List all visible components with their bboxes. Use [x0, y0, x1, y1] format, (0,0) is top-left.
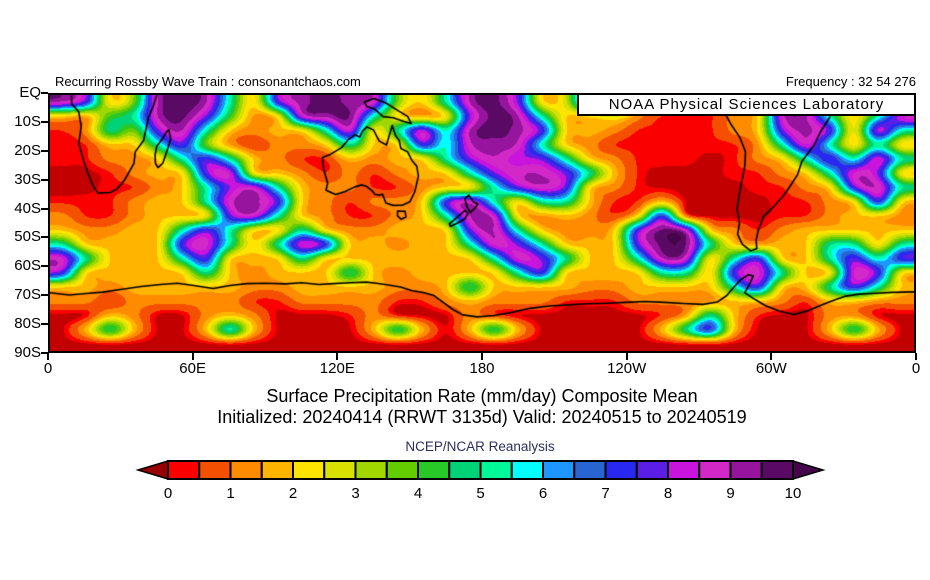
- colorbar-segment: [385, 460, 419, 480]
- colorbar-tick-label: 4: [413, 485, 423, 502]
- lat-tick-label: 40S: [14, 199, 41, 217]
- lat-tick-mark: [41, 120, 48, 123]
- colorbar-segment: [292, 460, 326, 480]
- lon-tick-label: 60E: [179, 360, 206, 377]
- colorbar-tick-label: 7: [601, 485, 610, 502]
- lat-tick-label: 80S: [14, 315, 41, 333]
- lat-tick-mark: [41, 178, 48, 181]
- lon-tick-label: 180: [469, 360, 495, 377]
- lon-tick-label: 120E: [319, 360, 355, 377]
- lat-tick-label: 90S: [14, 344, 41, 361]
- lat-tick-mark: [41, 352, 48, 354]
- colorbar-segment: [479, 460, 513, 480]
- colorbar-segment: [729, 460, 763, 480]
- colorbar-segment: [354, 460, 388, 480]
- colorbar-source-label: NCEP/NCAR Reanalysis: [405, 439, 555, 454]
- colorbar-svg: [135, 459, 826, 481]
- colorbar-tick-label: 8: [663, 485, 673, 502]
- colorbar-segment: [417, 460, 451, 480]
- lat-tick-mark: [41, 294, 48, 297]
- colorbar-segment: [229, 460, 263, 480]
- lat-tick-mark: [41, 265, 48, 268]
- map-plot-frame: [48, 93, 916, 353]
- lon-tick-label: 0: [43, 360, 53, 377]
- noaa-psl-watermark: NOAA Physical Sciences Laboratory: [577, 93, 916, 116]
- lat-tick-mark: [41, 92, 48, 94]
- lat-tick-label: 60S: [14, 257, 41, 275]
- lat-tick-mark: [41, 323, 48, 326]
- colorbar-tick-label: 0: [163, 485, 173, 502]
- colorbar-left-arrow: [135, 459, 169, 481]
- wave-train-note: Recurring Rossby Wave Train : consonantc…: [55, 74, 361, 89]
- lat-tick-label: EQ: [19, 84, 41, 101]
- colorbar-segment: [167, 460, 201, 480]
- colorbar-segment: [448, 460, 482, 480]
- colorbar-segment: [260, 460, 294, 480]
- colorbar-segment: [573, 460, 607, 480]
- lon-tick-mark: [770, 353, 773, 360]
- precipitation-heatmap-canvas: [50, 95, 914, 351]
- colorbar-segment: [635, 460, 669, 480]
- lon-tick-mark: [47, 353, 49, 360]
- plot-subtitle: Initialized: 20240414 (RRWT 3135d) Valid…: [217, 407, 747, 427]
- colorbar-tick-label: 3: [351, 485, 360, 502]
- colorbar-tick-label: 6: [538, 485, 548, 502]
- colorbar: 0 1 2 3 4 5 6 7 8 9 10: [130, 455, 830, 505]
- colorbar-tick-label: 2: [288, 485, 298, 502]
- frequency-note: Frequency : 32 54 276: [785, 74, 916, 89]
- colorbar-segment: [323, 460, 357, 480]
- colorbar-segment: [698, 460, 732, 480]
- colorbar-segment: [510, 460, 544, 480]
- lon-tick-label: 0: [911, 360, 921, 377]
- colorbar-segment: [542, 460, 576, 480]
- colorbar-segment: [198, 460, 232, 480]
- lat-tick-label: 10S: [14, 112, 41, 130]
- colorbar-tick-label: 10: [784, 485, 802, 502]
- lat-tick-label: 70S: [14, 286, 41, 304]
- lon-tick-label: 120W: [607, 360, 647, 377]
- colorbar-tick-label: 5: [476, 485, 485, 502]
- lon-tick-label: 60W: [755, 360, 787, 377]
- lat-tick-mark: [41, 149, 48, 152]
- colorbar-segment: [667, 460, 701, 480]
- lat-tick-mark: [41, 207, 48, 210]
- lon-tick-mark: [915, 353, 917, 360]
- colorbar-tick-label: 1: [226, 485, 235, 502]
- colorbar-tick-label: 9: [726, 485, 735, 502]
- lat-tick-label: 50S: [14, 228, 41, 246]
- lat-tick-label: 30S: [14, 170, 41, 188]
- lon-tick-mark: [336, 353, 339, 360]
- lon-tick-mark: [625, 353, 628, 360]
- colorbar-segment: [760, 460, 794, 480]
- plot-title: Surface Precipitation Rate (mm/day) Comp…: [266, 386, 698, 406]
- lat-tick-label: 20S: [14, 141, 41, 159]
- lat-tick-mark: [41, 236, 48, 239]
- colorbar-right-arrow: [792, 459, 826, 481]
- lon-tick-mark: [481, 353, 483, 360]
- lon-tick-mark: [191, 353, 194, 360]
- colorbar-segment: [604, 460, 638, 480]
